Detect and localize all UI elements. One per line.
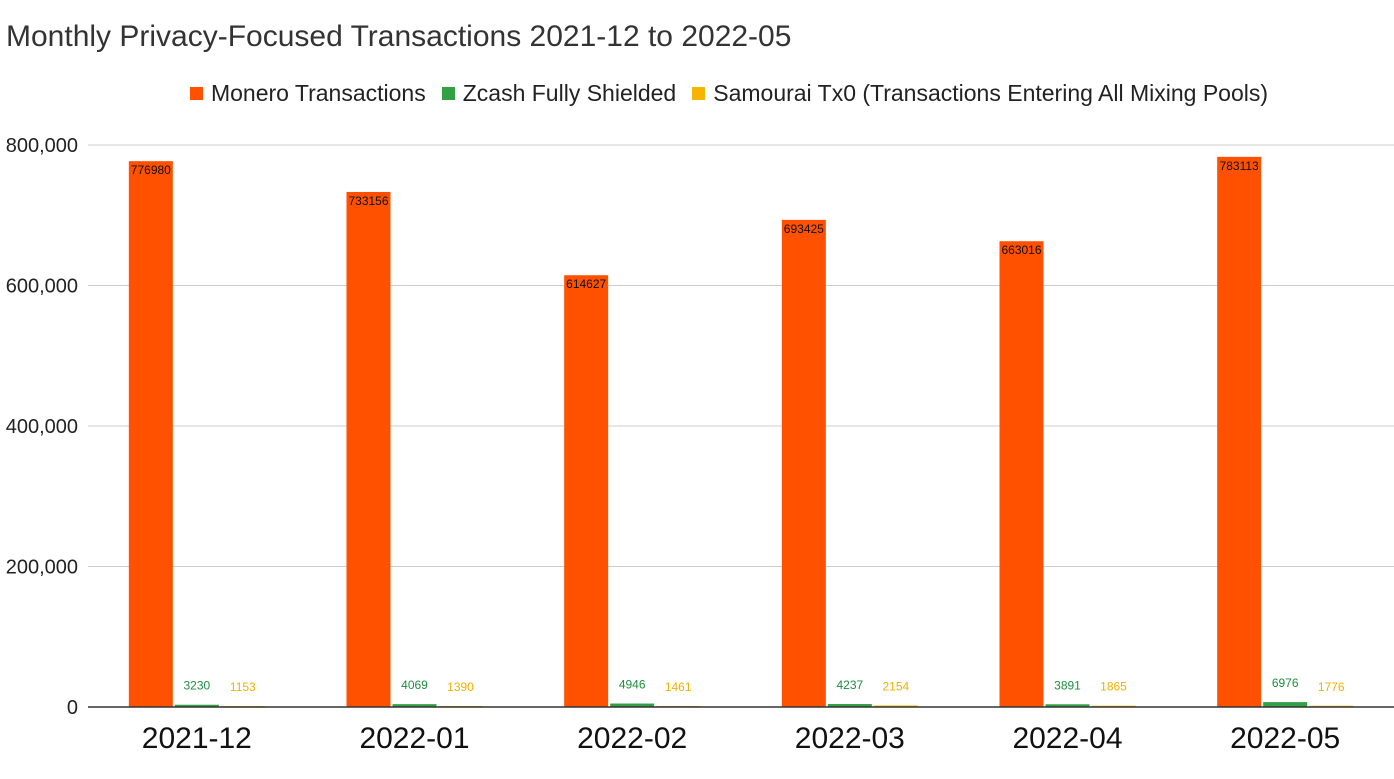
x-tick-label: 2022-05 <box>1230 722 1340 755</box>
legend-swatch-samourai <box>692 87 706 100</box>
legend-label-samourai: Samourai Tx0 (Transactions Entering All … <box>713 80 1269 106</box>
legend-item-monero[interactable]: Monero Transactions <box>189 80 426 107</box>
bar <box>610 703 655 707</box>
legend-item-zcash[interactable]: Zcash Fully Shielded <box>441 80 677 107</box>
bar <box>781 219 826 707</box>
data-label: 783113 <box>1220 159 1259 173</box>
bar <box>1217 156 1262 708</box>
y-tick-label: 600,000 <box>6 276 78 298</box>
y-tick-label: 400,000 <box>6 416 78 438</box>
y-tick-label: 800,000 <box>6 135 78 157</box>
chart-title: Monthly Privacy-Focused Transactions 202… <box>6 20 792 53</box>
x-tick-label: 2022-04 <box>1012 722 1122 755</box>
data-label: 776980 <box>131 163 171 177</box>
data-label: 1776 <box>1318 680 1345 694</box>
data-label: 1153 <box>230 680 256 694</box>
legend-swatch-zcash <box>441 87 455 100</box>
x-tick-label: 2022-02 <box>577 722 687 755</box>
data-label: 614627 <box>566 277 606 291</box>
data-label: 1390 <box>447 680 474 694</box>
data-label: 1865 <box>1100 680 1127 694</box>
bar <box>174 704 219 707</box>
data-label: 733156 <box>348 194 388 208</box>
bar <box>346 191 391 708</box>
data-label: 4237 <box>836 678 863 692</box>
data-label: 663016 <box>1001 243 1041 257</box>
bar <box>1045 704 1090 707</box>
data-label: 3230 <box>183 679 210 693</box>
data-label: 6976 <box>1272 676 1299 690</box>
y-tick-label: 0 <box>67 697 78 719</box>
chart-legend: Monero Transactions Zcash Fully Shielded… <box>0 80 1394 107</box>
data-label: 3891 <box>1054 678 1081 692</box>
data-label: 4946 <box>619 678 646 692</box>
data-label: 693425 <box>784 222 824 236</box>
legend-label-zcash: Zcash Fully Shielded <box>462 80 677 106</box>
bar <box>128 161 173 707</box>
legend-swatch-monero <box>189 87 203 100</box>
data-label: 1461 <box>665 680 692 694</box>
bar <box>827 704 872 707</box>
x-tick-label: 2021-12 <box>142 722 252 755</box>
bar <box>1263 702 1308 707</box>
bar <box>873 705 918 707</box>
bar <box>392 704 437 707</box>
data-label: 2154 <box>882 679 909 693</box>
bar <box>564 275 609 707</box>
legend-item-samourai[interactable]: Samourai Tx0 (Transactions Entering All … <box>692 80 1268 107</box>
legend-label-monero: Monero Transactions <box>210 80 426 106</box>
y-tick-label: 200,000 <box>6 557 78 579</box>
data-label: 4069 <box>401 678 428 692</box>
x-tick-label: 2022-03 <box>795 722 905 755</box>
x-tick-label: 2022-01 <box>359 722 469 755</box>
bar <box>999 241 1044 707</box>
